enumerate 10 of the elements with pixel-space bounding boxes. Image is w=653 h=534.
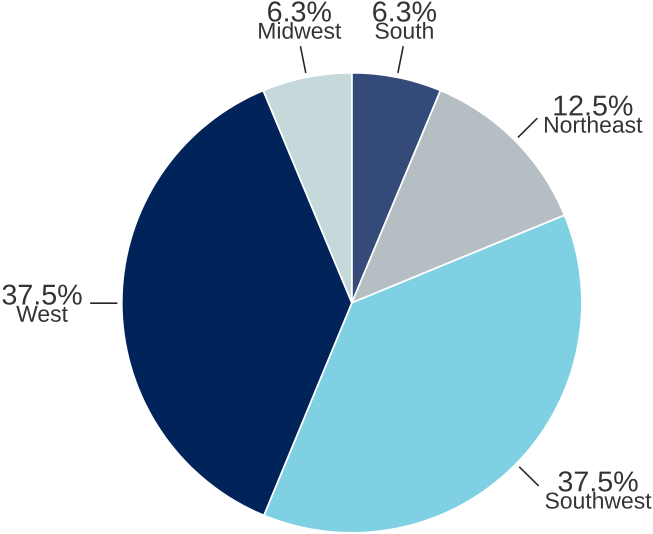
- data-label: 37.5%: [558, 471, 638, 492]
- data-label: 6.3%: [268, 2, 331, 22]
- slice-label: Midwest: [259, 22, 342, 39]
- slice-label: West: [16, 306, 68, 322]
- data-label: 6.3%: [373, 2, 436, 22]
- data-label: 12.5%: [554, 96, 632, 116]
- data-label: 37.5%: [2, 284, 82, 305]
- slice-label: South: [375, 22, 433, 39]
- slice-label: Northeast: [545, 116, 642, 133]
- slice-label: Southwest: [546, 492, 652, 509]
